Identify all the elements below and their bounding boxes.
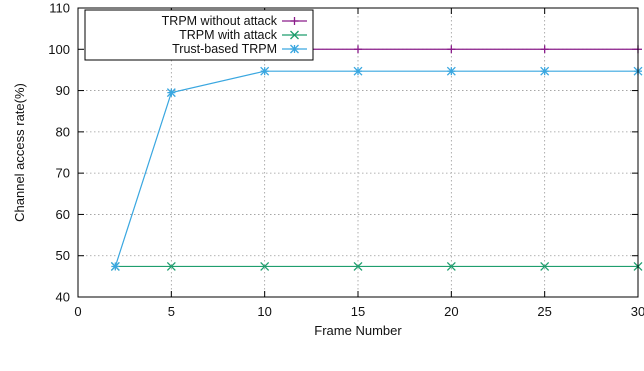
- data-point: [540, 66, 550, 76]
- legend-marker: [290, 44, 299, 54]
- y-tick-label: 60: [56, 207, 70, 222]
- series-line: [114, 70, 638, 267]
- legend-label: TRPM without attack: [162, 14, 278, 28]
- data-point: [166, 88, 176, 98]
- axis-ticks: 0 5 10 15 20 25 30 40 50 60 70 80 90 100 110: [48, 1, 644, 320]
- legend-label: Trust-based TRPM: [172, 42, 277, 56]
- data-point-stroke: [540, 66, 550, 76]
- legend-label: TRPM with attack: [179, 28, 278, 42]
- x-tick-label: 30: [631, 304, 644, 319]
- series-lines: [110, 45, 643, 271]
- series-1: [110, 261, 643, 271]
- data-point-stroke: [166, 88, 176, 98]
- data-point-stroke: [260, 261, 270, 271]
- plot-frame: [77, 7, 639, 298]
- y-tick-label: 50: [56, 248, 70, 263]
- y-tick-label: 100: [48, 42, 70, 57]
- x-tick-label: 5: [168, 304, 175, 319]
- x-tick-label: 20: [444, 304, 458, 319]
- x-tick-label: 15: [351, 304, 365, 319]
- data-point: [110, 261, 120, 271]
- data-point-stroke: [446, 66, 456, 76]
- x-tick-label: 10: [257, 304, 271, 319]
- y-tick-label: 70: [56, 166, 70, 181]
- data-point: [354, 45, 362, 54]
- legend-marker: [290, 30, 299, 40]
- y-tick-label: 90: [56, 83, 70, 98]
- y-tick-label: 40: [56, 290, 70, 305]
- x-tick-label: 25: [537, 304, 551, 319]
- legend-marker: [290, 17, 299, 25]
- data-point: [260, 261, 270, 271]
- y-tick-label: 110: [49, 1, 70, 16]
- data-point: [447, 45, 456, 54]
- legend-marker-stroke: [290, 44, 299, 54]
- data-point: [540, 45, 549, 54]
- x-axis-title: Frame Number: [314, 323, 402, 338]
- legend-box: [84, 9, 314, 61]
- data-point: [540, 261, 550, 271]
- data-point: [446, 261, 456, 271]
- data-point: [166, 261, 176, 271]
- data-point-stroke: [353, 66, 363, 76]
- data-point-stroke: [540, 261, 550, 271]
- data-point-stroke: [166, 261, 176, 271]
- data-point: [353, 261, 363, 271]
- data-point: [260, 66, 270, 76]
- legend-marker-stroke: [290, 30, 299, 40]
- y-tick-label: 80: [56, 124, 70, 139]
- data-point-stroke: [353, 261, 363, 271]
- data-point-stroke: [446, 261, 456, 271]
- data-point-stroke: [260, 66, 270, 76]
- data-point-stroke: [110, 261, 120, 271]
- series-2: [110, 66, 643, 271]
- x-tick-label: 0: [74, 304, 81, 319]
- data-point: [353, 66, 363, 76]
- data-point: [446, 66, 456, 76]
- y-axis-title: Channel access rate(%): [12, 83, 27, 222]
